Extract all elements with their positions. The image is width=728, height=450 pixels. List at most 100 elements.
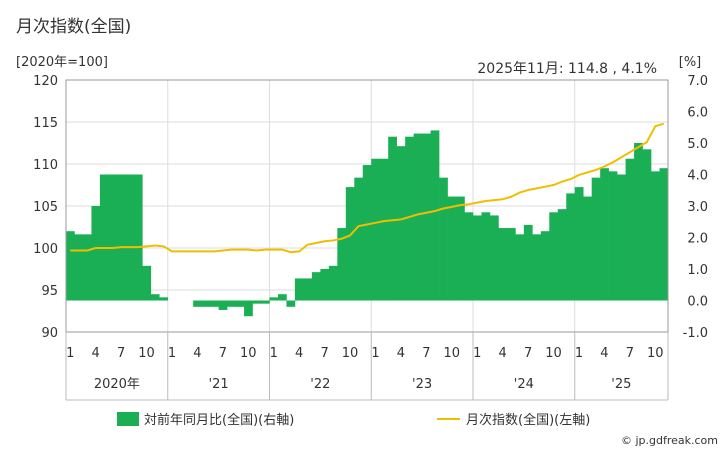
- right-tick-label: 7.0: [687, 74, 708, 89]
- bar: [430, 130, 440, 301]
- bar: [125, 174, 135, 301]
- month-tick-label: 1: [270, 346, 278, 361]
- bar: [193, 300, 202, 307]
- legend: 対前年同月比(全国)(右軸) 月次指数(全国)(左軸): [117, 412, 590, 428]
- bar: [447, 196, 457, 301]
- month-tick-label: 1: [66, 346, 74, 361]
- month-tick-label: 1: [168, 346, 176, 361]
- bar: [320, 269, 330, 301]
- right-tick-label: 0.0: [687, 295, 708, 310]
- bar: [388, 136, 397, 301]
- month-tick-label: 10: [240, 346, 257, 361]
- left-axis-label: [2020年=100]: [16, 55, 108, 70]
- bar: [506, 228, 516, 301]
- month-tick-label: 4: [397, 346, 405, 361]
- bar: [66, 231, 75, 301]
- left-tick-label: 100: [33, 242, 58, 257]
- bar: [150, 294, 160, 301]
- right-tick-label: 4.0: [687, 169, 708, 184]
- bar: [337, 228, 347, 301]
- bar: [244, 300, 253, 317]
- right-tick-label: -1.0: [683, 326, 708, 341]
- bar: [566, 193, 576, 301]
- left-tick-label: 105: [33, 200, 58, 215]
- bar: [574, 187, 584, 301]
- bar: [133, 174, 143, 301]
- right-tick-label: 3.0: [687, 200, 708, 215]
- bar: [286, 300, 296, 307]
- year-label: '21: [209, 377, 229, 392]
- bar: [498, 228, 508, 301]
- bar: [354, 177, 364, 301]
- month-tick-label: 1: [473, 346, 481, 361]
- bar: [439, 177, 448, 301]
- bar: [294, 278, 304, 301]
- bar: [583, 196, 592, 301]
- bar: [396, 146, 406, 301]
- bar: [371, 158, 381, 301]
- left-tick-label: 120: [33, 74, 58, 89]
- bar: [515, 234, 525, 301]
- bar: [642, 149, 652, 301]
- month-tick-label: 1: [575, 346, 583, 361]
- month-tick-label: 4: [499, 346, 507, 361]
- bar: [159, 297, 169, 301]
- bar: [227, 300, 236, 307]
- month-tick-label: 4: [193, 346, 201, 361]
- bar: [659, 168, 669, 301]
- bar: [600, 168, 609, 301]
- bar: [464, 212, 474, 301]
- month-tick-label: 7: [320, 346, 328, 361]
- bar: [218, 300, 228, 310]
- bar: [413, 133, 423, 301]
- month-tick-label: 1: [371, 346, 379, 361]
- watermark: © jp.gdfreak.com: [621, 434, 718, 447]
- bar: [405, 136, 414, 301]
- year-label: '23: [412, 377, 432, 392]
- bar: [269, 297, 279, 301]
- left-tick-label: 110: [33, 158, 58, 173]
- month-tick-label: 10: [545, 346, 562, 361]
- bar: [634, 143, 643, 301]
- bar: [345, 187, 355, 301]
- legend-bar-label: 対前年同月比(全国)(右軸): [144, 412, 294, 428]
- month-tick-label: 10: [444, 346, 461, 361]
- year-label: 2020年: [94, 377, 140, 392]
- bar-series: [66, 130, 669, 317]
- bar: [142, 265, 152, 301]
- right-axis: -1.0 0.0 1.0 2.0 3.0 4.0 5.0 6.0 7.0: [683, 74, 708, 341]
- year-label: '25: [611, 377, 631, 392]
- month-tick-label: 4: [295, 346, 303, 361]
- year-label: '22: [310, 377, 330, 392]
- bar: [99, 174, 109, 301]
- right-tick-label: 2.0: [687, 232, 708, 247]
- bar: [523, 224, 533, 301]
- bar: [608, 171, 618, 301]
- bar: [557, 209, 567, 301]
- bar: [591, 177, 601, 301]
- bar: [252, 300, 262, 304]
- month-tick-label: 7: [117, 346, 125, 361]
- bar: [91, 206, 101, 301]
- month-tick-label: 7: [524, 346, 532, 361]
- bar: [277, 294, 287, 301]
- month-tick-label: 7: [422, 346, 430, 361]
- bar: [261, 300, 270, 304]
- right-axis-label: [%]: [679, 55, 702, 70]
- bar: [116, 174, 126, 301]
- bar: [651, 171, 660, 301]
- month-tick-label: 7: [219, 346, 227, 361]
- plot-frame: [65, 79, 669, 333]
- bar: [472, 215, 482, 301]
- legend-line-label: 月次指数(全国)(左軸): [466, 412, 590, 428]
- bar: [108, 174, 118, 301]
- left-tick-label: 115: [33, 116, 58, 131]
- x-axis: 1 4 7 10 1 4 7 10 1 4 7 10 1 4 7 10 1 4 7 10 1 4 7 10 2020年 '21 '2…: [65, 332, 669, 401]
- chart-title: 月次指数(全国): [16, 17, 131, 37]
- month-tick-label: 4: [600, 346, 608, 361]
- bar: [481, 212, 491, 301]
- bar: [362, 165, 372, 301]
- bar: [328, 265, 338, 301]
- legend-bar-swatch: [117, 412, 139, 426]
